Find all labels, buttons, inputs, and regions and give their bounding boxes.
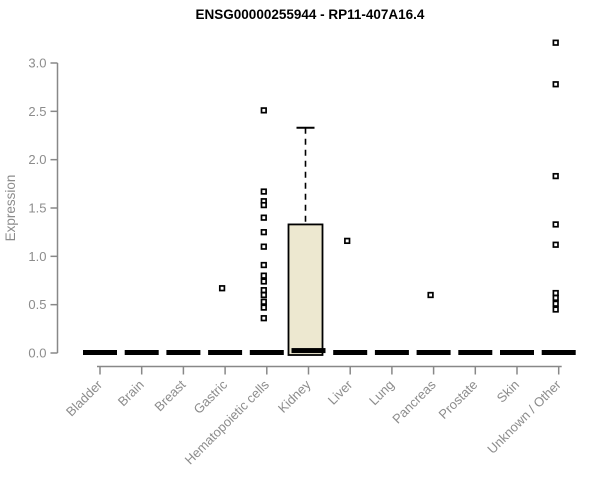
- y-tick-label: 3.0: [28, 55, 46, 70]
- outlier-point: [260, 278, 267, 285]
- outlier-point: [552, 241, 559, 248]
- x-tick-label: Brain: [115, 377, 147, 409]
- median-bar: [166, 350, 201, 355]
- median-bar: [500, 350, 534, 355]
- y-tick-label: 0.5: [28, 297, 46, 312]
- median-bar: [83, 350, 117, 355]
- y-tick-label: 1.5: [28, 200, 46, 215]
- x-tick-label: Unknown / Other: [484, 377, 564, 457]
- outlier-point: [260, 261, 267, 269]
- median-bar: [458, 350, 493, 355]
- outlier-point: [260, 291, 267, 299]
- box: [287, 223, 324, 356]
- outlier-point: [260, 315, 267, 322]
- outlier-point: [344, 237, 351, 245]
- outlier-point: [260, 287, 267, 294]
- outlier-point: [552, 221, 559, 228]
- outlier-point: [260, 298, 267, 305]
- median-bar: [374, 350, 409, 355]
- median-bar: [124, 350, 159, 355]
- median-bar: [333, 350, 368, 355]
- median-bar: [249, 350, 284, 355]
- outlier-points-group: [218, 39, 559, 322]
- x-tick-label: Liver: [325, 377, 356, 408]
- outlier-point: [552, 81, 559, 88]
- x-tick-label: Lung: [366, 377, 397, 408]
- outlier-point: [218, 285, 226, 292]
- boxes-group: [83, 126, 576, 356]
- y-axis-label: Expression: [3, 175, 18, 242]
- y-tick-label: 1.0: [28, 249, 46, 264]
- median-bar: [416, 350, 451, 355]
- x-tick-label: Skin: [494, 377, 522, 405]
- chart-title: ENSG00000255944 - RP11-407A16.4: [196, 7, 425, 22]
- outlier-point: [552, 289, 559, 297]
- outlier-point: [552, 300, 559, 307]
- outlier-point: [260, 107, 267, 114]
- outlier-point: [552, 172, 559, 180]
- median-bar: [541, 350, 576, 355]
- median-bar: [208, 350, 243, 355]
- x-tick-label: Prostate: [436, 377, 481, 422]
- outlier-point: [427, 291, 434, 299]
- outlier-point: [260, 229, 267, 236]
- x-tick-label: Gastric: [191, 377, 231, 417]
- outlier-point: [552, 306, 559, 313]
- outlier-point: [260, 201, 267, 209]
- y-tick-label: 2.0: [28, 152, 46, 167]
- outlier-point: [260, 304, 267, 311]
- outlier-point: [260, 188, 267, 195]
- y-tick-label: 0.0: [28, 346, 46, 361]
- x-tick-label: Bladder: [63, 377, 106, 420]
- outlier-point: [260, 243, 267, 250]
- x-tick-label: Pancreas: [389, 377, 439, 427]
- x-tick-label: Breast: [151, 377, 188, 414]
- outlier-point: [260, 214, 267, 221]
- outlier-point: [552, 294, 559, 302]
- y-tick-label: 2.5: [28, 104, 46, 119]
- outlier-point: [260, 272, 267, 279]
- x-tick-label: Kidney: [275, 377, 314, 416]
- outlier-point: [552, 39, 559, 46]
- median-bar: [291, 348, 326, 354]
